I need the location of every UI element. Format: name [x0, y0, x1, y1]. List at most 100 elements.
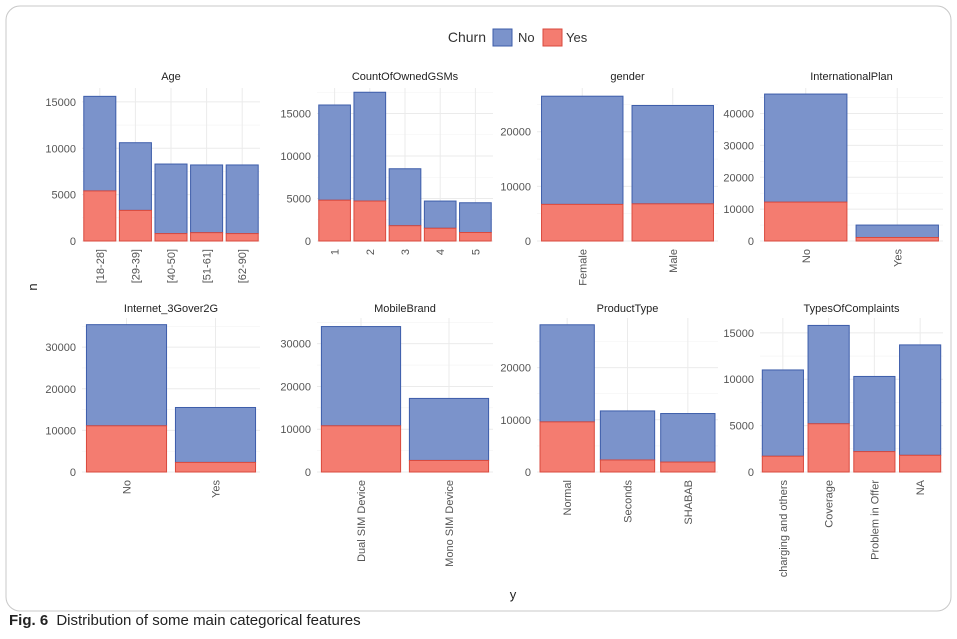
- bar-no: [459, 202, 492, 233]
- x-tick-label: [40-50]: [166, 249, 178, 283]
- figure-caption: Fig. 6 Distribution of some main categor…: [9, 612, 361, 629]
- panel-producttype: ProductType 0 10000 20000 Normal Seconds SHABA…: [500, 303, 718, 525]
- x-tick-label: [18-28]: [95, 249, 107, 283]
- bar-no: [631, 104, 714, 205]
- y-tick-label: 20000: [280, 381, 311, 393]
- y-tick-label: 10000: [280, 151, 311, 163]
- bar-no: [190, 164, 224, 234]
- legend-label-yes: Yes: [566, 30, 588, 45]
- y-tick-label: 20000: [500, 127, 531, 139]
- x-tick-label: Yes: [211, 480, 223, 498]
- bar-yes: [85, 425, 168, 473]
- legend-item-no: No: [492, 28, 535, 47]
- y-tick-label: 20000: [500, 363, 531, 375]
- panel-title: ProductType: [597, 303, 659, 315]
- x-tick-label: 3: [400, 249, 412, 255]
- x-tick-label: [51-61]: [202, 249, 214, 283]
- bar-no: [388, 168, 422, 227]
- y-tick-label: 10000: [500, 181, 531, 193]
- bar-yes: [660, 461, 716, 473]
- x-tick-label: 2: [365, 249, 377, 255]
- bar-no: [853, 375, 896, 453]
- bar-yes: [541, 203, 624, 242]
- y-tick-label: 5000: [52, 190, 76, 202]
- y-tick-label: 10000: [723, 374, 754, 386]
- panel-title: CountOfOwnedGSMs: [352, 71, 459, 83]
- x-tick-label: Seconds: [623, 480, 635, 523]
- y-tick-label: 10000: [500, 415, 531, 427]
- x-tick-label: SHABAB: [683, 480, 695, 525]
- legend-swatch-yes: [542, 28, 563, 47]
- bar-yes: [761, 455, 804, 473]
- y-tick-label: 0: [70, 467, 76, 479]
- y-tick-label: 0: [525, 467, 531, 479]
- legend-label-no: No: [518, 30, 535, 45]
- x-tick-label: Male: [668, 249, 680, 273]
- bar-no: [855, 224, 939, 238]
- x-tick-label: Coverage: [824, 480, 836, 528]
- panel-title: Age: [161, 71, 181, 83]
- bar-no: [541, 95, 624, 205]
- x-tick-label: 4: [435, 249, 447, 255]
- bar-yes: [853, 451, 896, 473]
- bar-yes: [190, 232, 224, 242]
- x-tick-label: Mono SIM Device: [444, 480, 456, 567]
- bar-yes: [899, 454, 942, 473]
- legend: Churn No Yes: [448, 28, 588, 47]
- bar-no: [118, 142, 152, 211]
- panel-age: Age 0 5000 10000 15000 [18-28] [29-39] [40-50] […: [45, 71, 260, 283]
- x-tick-label: No: [122, 480, 134, 494]
- bar-yes: [320, 425, 402, 473]
- bar-yes: [764, 201, 848, 242]
- panel-title: MobileBrand: [374, 303, 436, 315]
- bar-yes: [539, 421, 595, 473]
- y-tick-label: 0: [305, 467, 311, 479]
- y-tick-label: 10000: [45, 143, 76, 155]
- y-axis-title: n: [25, 283, 40, 290]
- x-tick-label: 5: [470, 249, 482, 255]
- y-tick-label: 10000: [723, 204, 754, 216]
- bar-yes: [631, 203, 714, 242]
- panel-title: InternationalPlan: [810, 71, 893, 83]
- x-tick-label: Female: [577, 249, 589, 286]
- panel-typesofcomplaints: TypesOfComplaints 0 5000 10000 15000 charging…: [723, 303, 943, 577]
- bar-yes: [855, 236, 939, 242]
- bar-yes: [318, 199, 351, 242]
- bar-no: [599, 410, 656, 461]
- panel-title: Internet_3Gover2G: [124, 303, 218, 315]
- x-tick-label: Dual SIM Device: [356, 480, 368, 562]
- y-tick-label: 20000: [45, 384, 76, 396]
- y-tick-label: 30000: [723, 140, 754, 152]
- y-tick-label: 40000: [723, 109, 754, 121]
- y-tick-label: 30000: [45, 342, 76, 354]
- bar-yes: [118, 209, 152, 242]
- y-tick-label: 0: [70, 236, 76, 248]
- legend-title: Churn: [448, 29, 486, 45]
- bar-no: [225, 164, 259, 235]
- legend-swatch-no: [492, 28, 513, 47]
- bar-no: [539, 324, 595, 423]
- bar-no: [761, 369, 804, 457]
- bar-no: [318, 104, 351, 201]
- bar-yes: [599, 459, 656, 473]
- bar-no: [174, 406, 257, 463]
- legend-item-yes: Yes: [542, 28, 588, 47]
- panel-mobilebrand: MobileBrand 0 10000 20000 30000 Dual SIM Devi…: [280, 303, 493, 567]
- x-tick-label: [62-90]: [237, 249, 249, 283]
- y-tick-label: 0: [525, 236, 531, 248]
- y-tick-label: 15000: [723, 328, 754, 340]
- y-tick-label: 15000: [45, 97, 76, 109]
- caption-text: Distribution of some main categorical fe…: [56, 612, 361, 629]
- bar-yes: [388, 225, 422, 242]
- y-tick-label: 0: [748, 467, 754, 479]
- bar-yes: [174, 461, 257, 473]
- bar-no: [85, 324, 168, 427]
- x-tick-label: Yes: [892, 249, 904, 267]
- bar-no: [764, 93, 848, 203]
- y-tick-label: 10000: [45, 425, 76, 437]
- bar-no: [154, 163, 188, 235]
- x-axis-title: y: [510, 587, 517, 602]
- caption-label: Fig. 6: [9, 612, 49, 629]
